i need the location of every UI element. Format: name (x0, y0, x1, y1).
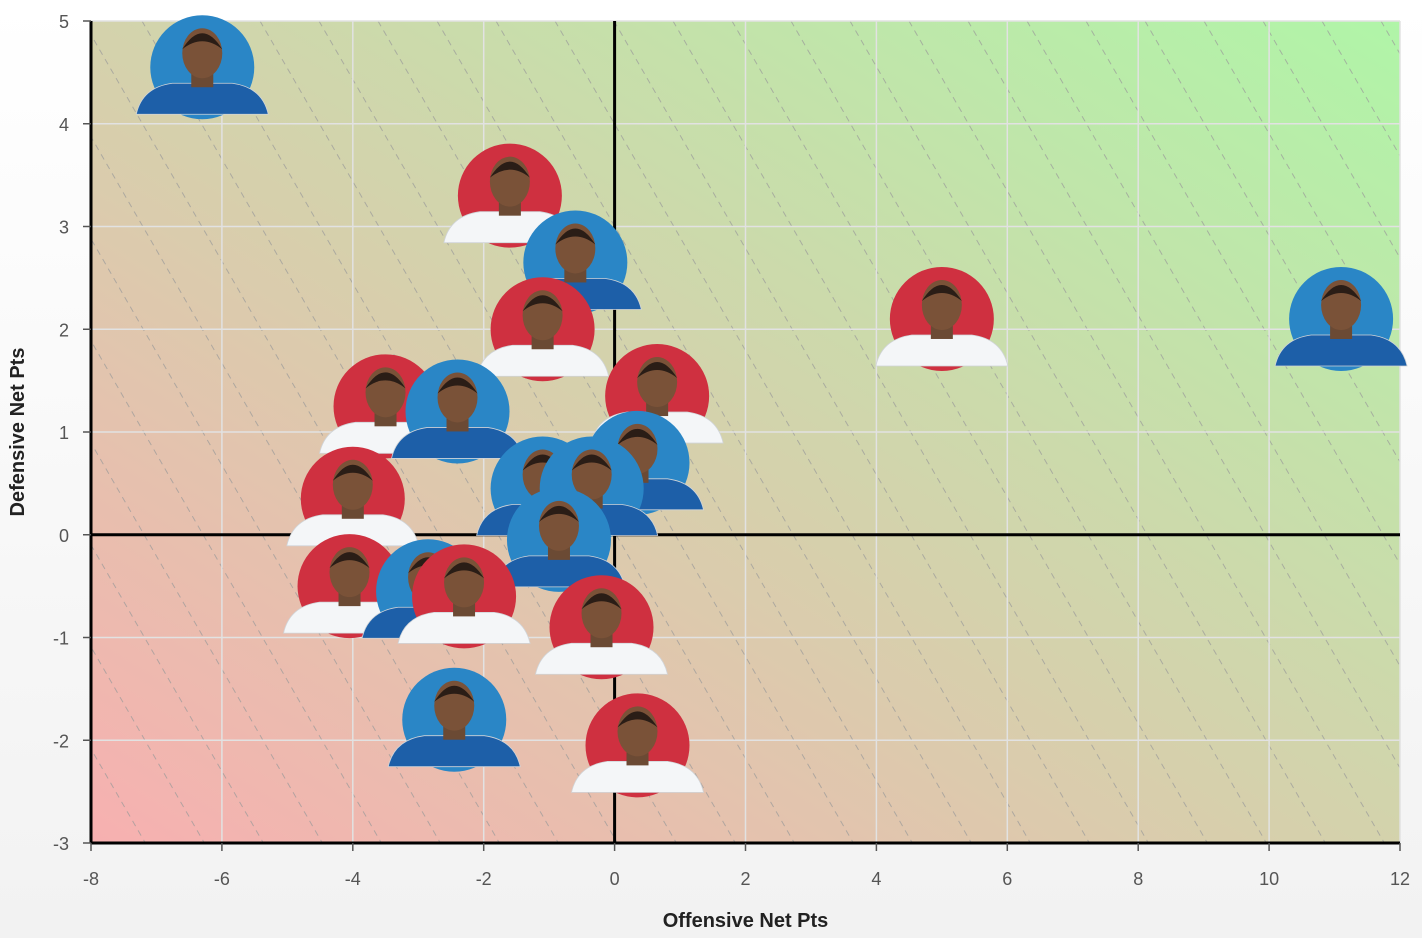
jersey-shape (535, 642, 669, 675)
y-tick-label: 0 (59, 526, 69, 546)
diagonal-line (91, 135, 500, 843)
y-tick-label: -2 (53, 731, 69, 751)
player-marker (443, 143, 577, 248)
diagonal-line (554, 21, 1031, 843)
y-tick-label: 4 (59, 115, 69, 135)
diagonal-line (91, 33, 559, 843)
jersey-shape (397, 612, 531, 644)
diagonal-line (318, 21, 795, 843)
hair-shape (555, 228, 596, 245)
diagonal-line (672, 21, 1149, 843)
diagonal-line (613, 21, 1090, 843)
diagonal-line (967, 21, 1400, 769)
x-tick-label: 8 (1133, 869, 1143, 889)
player-marker (875, 266, 1009, 371)
hair-shape (637, 362, 678, 379)
x-tick-label: -4 (345, 869, 361, 889)
diagonal-line (849, 21, 1326, 843)
hair-shape (332, 464, 373, 481)
y-tick-label: 1 (59, 423, 69, 443)
y-axis-title: Defensive Net Pts (7, 348, 29, 517)
hair-shape (434, 685, 475, 702)
x-tick-label: -6 (214, 869, 230, 889)
jersey-shape (286, 514, 420, 547)
hair-shape (571, 454, 612, 471)
player-marker (535, 575, 669, 680)
player-marker (1274, 266, 1408, 371)
y-tick-label: -3 (53, 834, 69, 854)
jersey-shape (875, 334, 1009, 367)
x-tick-label: 6 (1002, 869, 1012, 889)
hair-shape (437, 377, 478, 394)
hair-shape (538, 505, 579, 522)
x-tick-label: 10 (1259, 869, 1279, 889)
jersey-shape (391, 427, 525, 459)
x-tick-label: 0 (610, 869, 620, 889)
y-tick-label: -1 (53, 629, 69, 649)
hair-shape (522, 295, 563, 312)
diagonal-line (908, 21, 1385, 843)
diagonal-line (259, 21, 736, 843)
player-marker (476, 277, 610, 382)
hair-shape (617, 428, 658, 445)
player-marker (571, 693, 705, 798)
hair-shape (365, 372, 406, 389)
jersey-shape (387, 735, 521, 768)
hair-shape (444, 562, 485, 579)
x-axis-title: Offensive Net Pts (663, 910, 829, 932)
jersey-shape (571, 760, 705, 793)
diagonal-line (790, 21, 1267, 843)
x-tick-label: 4 (871, 869, 881, 889)
player-marker (286, 446, 420, 551)
data-points (135, 15, 1408, 798)
diagonal-line (377, 21, 854, 843)
jersey-shape (1274, 334, 1408, 367)
y-tick-label: 2 (59, 320, 69, 340)
jersey-shape (135, 82, 269, 115)
diagonal-line (731, 21, 1208, 843)
player-marker (391, 359, 525, 464)
x-tick-label: -8 (83, 869, 99, 889)
diagonal-line (1203, 21, 1400, 361)
diagonal-line (1144, 21, 1400, 463)
diagonal-line (1085, 21, 1400, 565)
hair-shape (921, 284, 962, 301)
hair-shape (617, 711, 658, 728)
hair-shape (1321, 284, 1362, 301)
x-tick-label: 12 (1390, 869, 1410, 889)
diagonal-line (1262, 21, 1400, 259)
y-tick-label: 3 (59, 218, 69, 238)
diagonal-line (200, 21, 677, 843)
jersey-shape (476, 344, 610, 377)
diagonal-line (495, 21, 972, 843)
player-marker (387, 667, 521, 772)
player-marker (135, 15, 269, 120)
hair-shape (581, 593, 622, 610)
hair-shape (489, 161, 530, 178)
player-marker (397, 544, 531, 649)
hair-shape (182, 33, 223, 50)
x-tick-label: -2 (476, 869, 492, 889)
x-tick-label: 2 (740, 869, 750, 889)
diagonal-line (1026, 21, 1400, 667)
y-tick-label: 5 (59, 12, 69, 32)
hair-shape (329, 552, 370, 569)
